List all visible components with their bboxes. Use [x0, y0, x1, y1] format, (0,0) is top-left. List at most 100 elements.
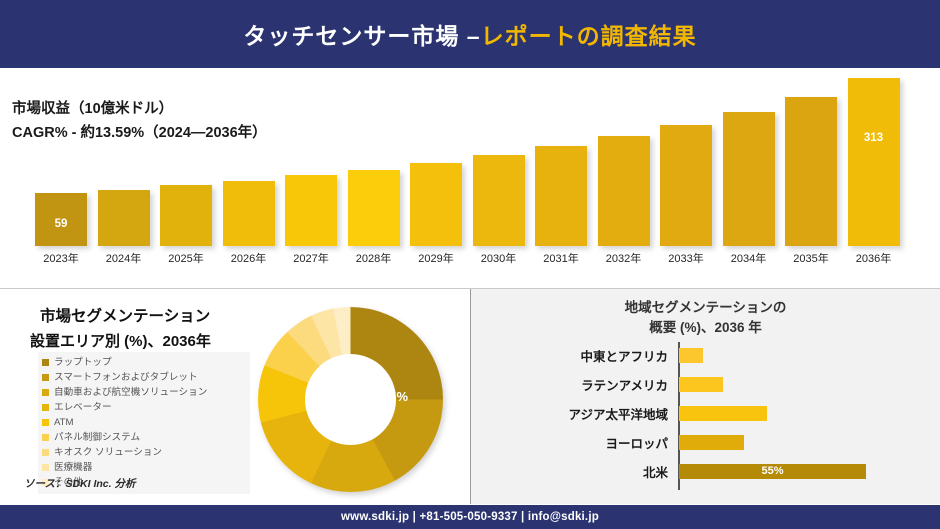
- donut-chart: 25%: [258, 307, 450, 499]
- footer-banner: www.sdki.jp | +81-505-050-9337 | info@sd…: [0, 505, 940, 529]
- regional-bar: [679, 348, 703, 363]
- revenue-bar-x-label: 2030年: [480, 253, 517, 265]
- page-title-accent: レポートの調査結果: [480, 23, 697, 49]
- legend-item: その他: [42, 475, 246, 490]
- legend-swatch-icon: [42, 359, 49, 366]
- revenue-bar-x-label: 2033年: [668, 253, 704, 265]
- revenue-axis-title: 市場収益（10億米ドル）: [12, 101, 174, 117]
- legend-item-label: 自動車および航空機ソリューション: [54, 386, 208, 398]
- revenue-bar-column: 2028年: [347, 170, 400, 265]
- vertical-divider: [470, 289, 471, 504]
- legend-item: キオスク ソリューション: [42, 445, 246, 460]
- revenue-bar-column: 2033年: [660, 125, 712, 265]
- regional-row-label: ラテンアメリカ: [581, 379, 668, 393]
- revenue-bar-column: 2026年: [222, 181, 275, 265]
- revenue-bar-x-label: 2027年: [293, 253, 329, 265]
- revenue-bar: [535, 146, 587, 246]
- revenue-bar-x-label: 2032年: [605, 253, 642, 265]
- revenue-bar: 59: [35, 193, 87, 246]
- revenue-chart-section: 市場収益（10億米ドル） CAGR% - 約13.59%（2024―2036年）…: [0, 68, 940, 288]
- revenue-bar: [347, 170, 400, 246]
- legend-item-label: ラップトップ: [54, 356, 112, 368]
- revenue-bars: 59 2023年 2024年 2025年 2026年 2027年 2028年 2029年 203…: [30, 68, 916, 268]
- legend-swatch-icon: [42, 479, 49, 486]
- legend-item: パネル制御システム: [42, 430, 246, 445]
- revenue-bar-column: 2030年: [472, 155, 525, 265]
- legend-item-label: 医療機器: [54, 461, 93, 473]
- regional-title: 地域セグメンテーションの 概要 (%)、2036 年: [471, 298, 940, 337]
- revenue-bar-x-label: 2024年: [105, 253, 142, 265]
- regional-axis-line: [678, 342, 680, 490]
- legend-item: ラップトップ: [42, 355, 246, 370]
- revenue-bar-x-label: 2023年: [43, 253, 79, 265]
- legend-item-label: パネル制御システム: [54, 431, 141, 443]
- revenue-bar-column: 2032年: [597, 136, 650, 265]
- legend-swatch-icon: [42, 449, 49, 456]
- legend-item-label: スマートフォンおよびタブレット: [54, 371, 198, 383]
- revenue-bar-x-label: 2025年: [168, 253, 204, 265]
- revenue-bar-column: 313 2036年: [847, 78, 900, 265]
- revenue-bar: [472, 155, 525, 246]
- source-note: ソース：SDKI Inc. 分析: [24, 478, 136, 490]
- revenue-bar: [222, 181, 275, 246]
- revenue-bar: [660, 125, 712, 246]
- revenue-bar: 313: [847, 78, 900, 246]
- segmentation-subtitle: 設置エリア別 (%)、2036年: [30, 333, 211, 350]
- regional-bar: [679, 435, 744, 450]
- revenue-bar-column: 2035年: [785, 97, 837, 265]
- header-banner: タッチセンサー市場 –レポートの調査結果: [0, 0, 940, 68]
- legend-item-label: ATM: [54, 416, 74, 428]
- revenue-bar: [785, 97, 837, 246]
- regional-row-label: 中東とアフリカ: [580, 350, 668, 364]
- revenue-bar: [722, 112, 775, 246]
- regional-title-line1: 地域セグメンテーションの: [624, 300, 787, 315]
- regional-title-line2: 概要 (%)、2036 年: [649, 319, 762, 335]
- regional-bar-chart: 中東とアフリカ ラテンアメリカ アジア太平洋地域 ヨーロッパ 北米 55%: [471, 342, 940, 497]
- revenue-bar-value: 59: [54, 218, 68, 230]
- revenue-bar-x-label: 2028年: [355, 253, 392, 265]
- page-title-main: タッチセンサー市場 –: [243, 23, 481, 49]
- horizontal-divider: [0, 288, 940, 289]
- revenue-bar: [597, 136, 650, 246]
- revenue-bar-column: 2025年: [160, 185, 212, 265]
- revenue-bar-x-label: 2031年: [543, 253, 579, 265]
- revenue-bar-column: 2029年: [410, 163, 462, 265]
- legend-swatch-icon: [42, 419, 49, 426]
- revenue-bar-x-label: 2026年: [230, 253, 267, 265]
- legend-item-label: その他: [54, 476, 83, 488]
- regional-row: アジア太平洋地域: [471, 400, 940, 429]
- legend-item: 医療機器: [42, 460, 246, 475]
- legend-item: スマートフォンおよびタブレット: [42, 370, 246, 385]
- revenue-bar: [285, 175, 337, 246]
- regional-segmentation-panel: 地域セグメンテーションの 概要 (%)、2036 年 中東とアフリカ ラテンアメリ…: [471, 289, 940, 504]
- regional-bar-value: 55%: [761, 465, 784, 477]
- legend-swatch-icon: [42, 389, 49, 396]
- footer-contact-text: www.sdki.jp | +81-505-050-9337 | info@sd…: [341, 511, 599, 523]
- segmentation-legend: ラップトップスマートフォンおよびタブレット 自動車および航空機ソリューション エレベ…: [38, 352, 250, 494]
- revenue-bar-x-label: 2036年: [855, 253, 892, 265]
- legend-item: エレベーター: [42, 400, 246, 415]
- legend-item-label: キオスク ソリューション: [54, 446, 163, 458]
- regional-row-label: アジア太平洋地域: [568, 408, 668, 422]
- legend-swatch-icon: [42, 464, 49, 471]
- legend-item: ATM: [42, 415, 246, 430]
- revenue-bar: [410, 163, 462, 246]
- legend-swatch-icon: [42, 434, 49, 441]
- regional-bar: 55%: [679, 464, 866, 479]
- revenue-bar-column: 59 2023年: [35, 193, 87, 265]
- regional-bar: [679, 377, 723, 392]
- donut-value-label: 25%: [382, 389, 409, 404]
- revenue-bar-x-label: 2029年: [418, 253, 454, 265]
- revenue-bar-x-label: 2035年: [793, 253, 829, 265]
- segmentation-title: 市場セグメンテーション: [40, 308, 211, 325]
- cagr-note: CAGR% - 約13.59%（2024―2036年）: [12, 124, 267, 141]
- revenue-bar: [97, 190, 150, 246]
- regional-row: ヨーロッパ: [471, 429, 940, 458]
- revenue-bar: [160, 185, 212, 246]
- legend-item-label: エレベーター: [54, 401, 112, 413]
- legend-swatch-icon: [42, 374, 49, 381]
- revenue-bar-x-label: 2034年: [730, 253, 767, 265]
- revenue-bar-column: 2027年: [285, 175, 337, 265]
- regional-row-label: ヨーロッパ: [605, 437, 668, 451]
